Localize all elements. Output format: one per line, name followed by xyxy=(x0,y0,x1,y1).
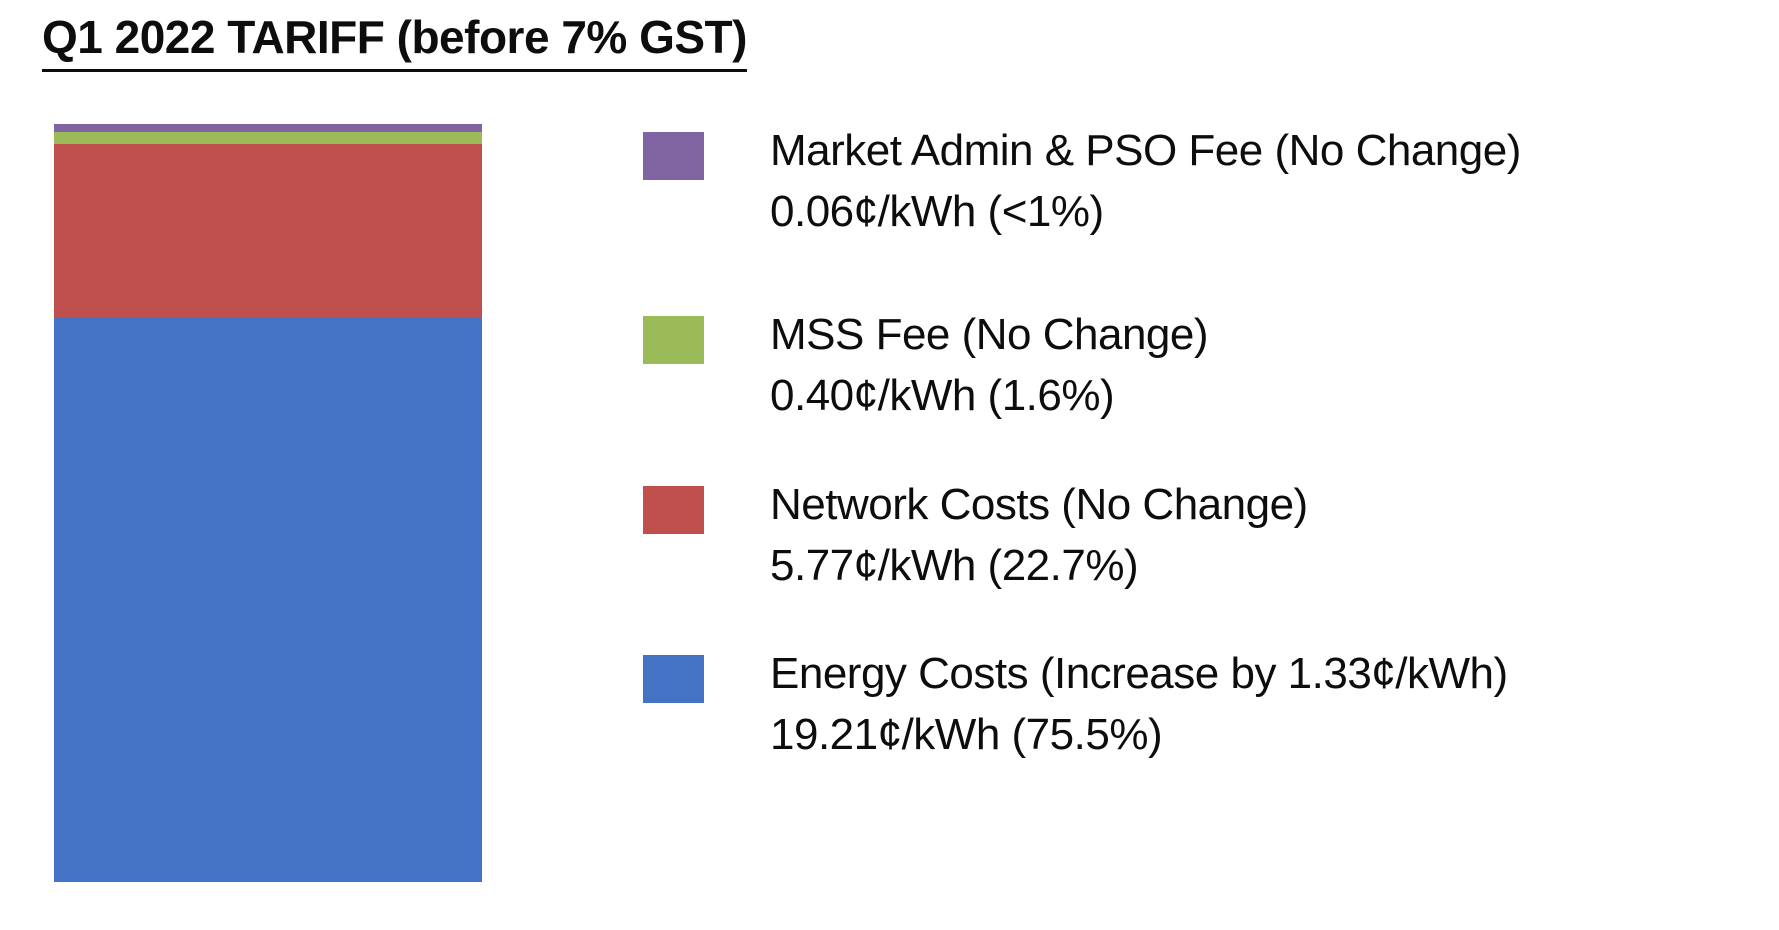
legend-swatch xyxy=(643,132,704,180)
chart-title: Q1 2022 TARIFF (before 7% GST) xyxy=(42,10,747,72)
legend-item-title: Energy Costs (Increase by 1.33¢/kWh) xyxy=(770,649,1508,698)
legend: Market Admin & PSO Fee (No Change) 0.06¢/… xyxy=(643,0,1743,930)
legend-item: MSS Fee (No Change) 0.40¢/kWh (1.6%) xyxy=(643,304,1209,426)
legend-item: Market Admin & PSO Fee (No Change) 0.06¢/… xyxy=(643,120,1521,242)
bar-segment-network-costs xyxy=(54,144,482,318)
legend-item-text: Energy Costs (Increase by 1.33¢/kWh) 19.2… xyxy=(770,643,1508,765)
legend-item-value: 5.77¢/kWh (22.7%) xyxy=(770,541,1139,590)
legend-swatch xyxy=(643,316,704,364)
legend-item-title: Network Costs (No Change) xyxy=(770,480,1308,529)
legend-item-text: Network Costs (No Change) 5.77¢/kWh (22.7… xyxy=(770,474,1308,596)
legend-item-value: 0.06¢/kWh (<1%) xyxy=(770,187,1104,236)
legend-item-value: 0.40¢/kWh (1.6%) xyxy=(770,371,1115,420)
legend-swatch xyxy=(643,486,704,534)
legend-item: Energy Costs (Increase by 1.33¢/kWh) 19.2… xyxy=(643,643,1508,765)
bar-segment-market-admin-pso-fee xyxy=(54,124,482,132)
legend-item-value: 19.21¢/kWh (75.5%) xyxy=(770,710,1163,759)
legend-item-title: Market Admin & PSO Fee (No Change) xyxy=(770,126,1521,175)
bar-segment-mss-fee xyxy=(54,132,482,144)
legend-item-title: MSS Fee (No Change) xyxy=(770,310,1209,359)
legend-swatch xyxy=(643,655,704,703)
legend-item: Network Costs (No Change) 5.77¢/kWh (22.7… xyxy=(643,474,1308,596)
legend-item-text: MSS Fee (No Change) 0.40¢/kWh (1.6%) xyxy=(770,304,1209,426)
bar-segment-energy-costs xyxy=(54,318,482,882)
stacked-bar xyxy=(54,124,482,882)
legend-item-text: Market Admin & PSO Fee (No Change) 0.06¢/… xyxy=(770,120,1521,242)
